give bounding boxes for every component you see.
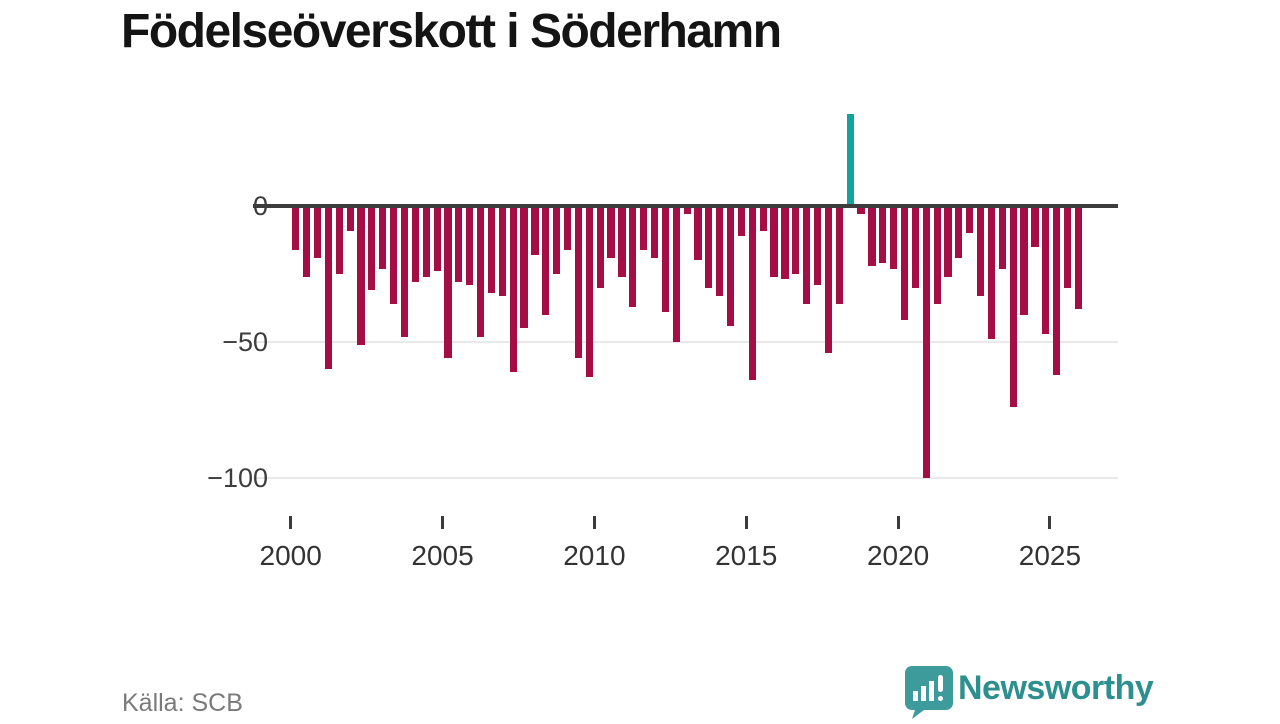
- bar: [803, 206, 811, 304]
- bar: [292, 206, 300, 250]
- x-axis-tick-label: 2005: [411, 540, 474, 571]
- bar: [672, 206, 680, 342]
- bar: [650, 206, 659, 258]
- bar: [933, 206, 941, 304]
- bar: [922, 206, 930, 478]
- page-title: Födelseöverskott i Söderhamn: [121, 5, 782, 58]
- bar: [433, 206, 441, 272]
- bar: [900, 206, 909, 321]
- bar: [563, 206, 572, 250]
- bar: [390, 206, 398, 304]
- x-axis-tick-label: 2020: [866, 540, 930, 571]
- bar: [737, 206, 746, 236]
- bar: [444, 206, 452, 359]
- bar: [1063, 206, 1072, 288]
- bar: [726, 206, 735, 326]
- bar: [705, 206, 713, 288]
- bar: [1020, 206, 1028, 315]
- y-axis-label: −50: [222, 326, 268, 357]
- bar: [357, 206, 365, 345]
- bar: [1074, 206, 1083, 310]
- bar: [313, 206, 322, 258]
- bar: [542, 206, 550, 315]
- bar: [422, 206, 430, 277]
- bar: [998, 206, 1006, 269]
- x-axis-tick-label: 2000: [259, 540, 322, 571]
- x-axis-tick: [441, 516, 445, 529]
- x-axis-tick: [896, 516, 900, 529]
- bar: [966, 206, 974, 234]
- x-axis-tick-label: 2010: [563, 540, 626, 571]
- bar: [531, 206, 539, 255]
- bar: [955, 206, 963, 258]
- bar: [379, 206, 387, 269]
- bar: [520, 206, 528, 329]
- bar: [792, 206, 800, 274]
- bar: [509, 206, 517, 372]
- bar: [879, 206, 887, 264]
- bar: [716, 206, 724, 296]
- x-axis-tick: [289, 516, 293, 529]
- bar: [335, 206, 343, 274]
- bar: [455, 206, 463, 283]
- bar: [629, 206, 637, 307]
- bar: [324, 206, 333, 370]
- bar: [835, 206, 843, 304]
- bar: [1053, 206, 1061, 375]
- bar: [781, 206, 789, 280]
- bar: [868, 206, 876, 266]
- bar: [400, 206, 409, 337]
- bar: [585, 206, 593, 378]
- bar: [498, 206, 506, 296]
- bar: [694, 206, 702, 261]
- highlighted-bar: [846, 113, 854, 206]
- bar: [661, 206, 669, 313]
- bar: [607, 206, 615, 258]
- bar: [303, 206, 311, 277]
- gridline-y--50: [253, 341, 1118, 343]
- bar: [748, 206, 756, 381]
- x-axis-tick-label: 2025: [1018, 540, 1082, 571]
- bar: [466, 206, 474, 285]
- y-axis-label: 0: [148, 192, 268, 220]
- bar: [476, 206, 485, 337]
- bar: [553, 206, 561, 274]
- gridline-y--100: [253, 477, 1118, 479]
- bar: [759, 206, 767, 231]
- bar: [977, 206, 985, 296]
- bar: [640, 206, 648, 250]
- bar: [857, 206, 865, 215]
- x-axis-tick-label: 2015: [715, 540, 778, 571]
- bar: [487, 206, 496, 293]
- bar: [596, 206, 604, 288]
- bar: [574, 206, 583, 359]
- bar: [1009, 206, 1017, 408]
- bar: [1031, 206, 1039, 247]
- bar: [813, 206, 822, 285]
- bar: [368, 206, 376, 291]
- x-axis-tick: [592, 516, 596, 529]
- bar: [1042, 206, 1050, 334]
- bar: [911, 206, 919, 288]
- bar: [890, 206, 898, 269]
- source-note: Källa: SCB: [122, 689, 243, 717]
- newsworthy-bubble-chart-icon: [905, 666, 953, 719]
- bar: [824, 206, 833, 353]
- bar: [411, 206, 419, 283]
- x-axis-tick: [744, 516, 748, 529]
- y-axis-label: −100: [207, 462, 268, 493]
- bar: [944, 206, 952, 277]
- bar: [987, 206, 996, 340]
- newsworthy-logo-text: Newsworthy: [958, 669, 1154, 707]
- newsworthy-logo: Newsworthy: [902, 665, 1162, 719]
- bar: [683, 206, 691, 215]
- bar: [618, 206, 626, 277]
- x-axis-tick: [1048, 516, 1052, 529]
- bar: [346, 206, 354, 231]
- bar: [770, 206, 778, 277]
- zero-axis-line: [253, 204, 1118, 208]
